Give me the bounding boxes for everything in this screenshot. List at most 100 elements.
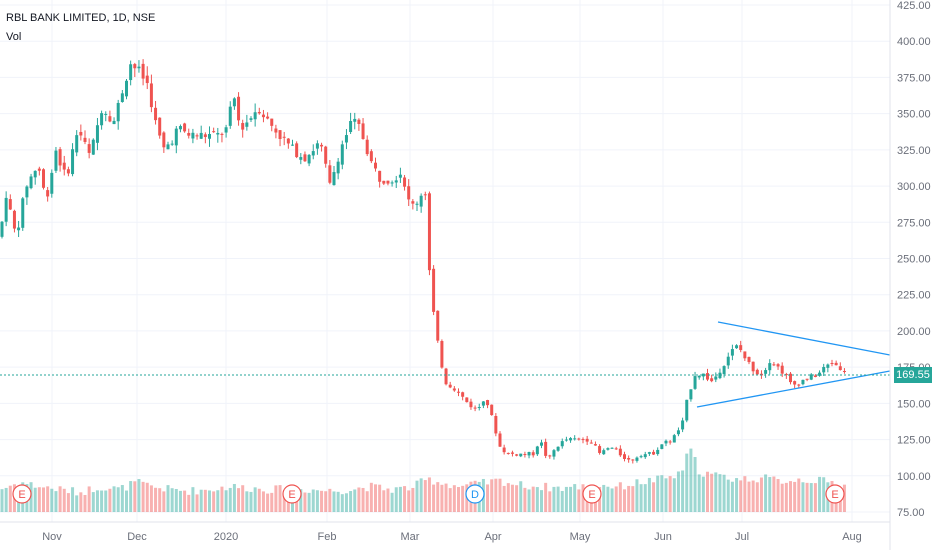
symbol-title[interactable]: RBL BANK LIMITED, 1D, NSE [6, 12, 156, 24]
candle-body [315, 143, 319, 149]
price-tick-label: 200.00 [897, 326, 931, 338]
candle-body [42, 169, 45, 188]
volume-indicator-label[interactable]: Vol [6, 31, 22, 43]
candle-body [0, 221, 4, 237]
volume-bar [253, 487, 257, 512]
candle-body [610, 447, 614, 449]
volume-bar [83, 494, 87, 512]
volume-bar [710, 473, 714, 512]
earnings-marker[interactable]: E [582, 484, 602, 504]
candle-body [29, 176, 33, 189]
candle-body [436, 310, 440, 341]
candle-body [722, 366, 726, 375]
time-axis[interactable]: Nov Dec 2020 Feb Mar Apr May Jun Jul Aug [0, 521, 890, 543]
candle-body [535, 446, 539, 455]
volume-bar [635, 479, 639, 512]
candle-body [75, 135, 79, 153]
volume-bar [4, 487, 8, 512]
candle-body [274, 128, 278, 133]
triangle-pattern[interactable] [696, 321, 891, 408]
volume-bar [216, 490, 220, 512]
volume-bar [328, 488, 332, 512]
candle-body [461, 392, 465, 397]
volume-bar [656, 475, 660, 512]
candle-body [324, 146, 328, 164]
volume-bar [527, 489, 531, 512]
volume-bar [676, 471, 680, 512]
volume-bar [374, 484, 377, 512]
volume-bar [116, 487, 120, 512]
candlesticks [0, 59, 846, 464]
volume-bar [332, 491, 336, 512]
dividend-marker[interactable]: D [465, 484, 485, 504]
candle-body [129, 64, 133, 81]
volume-bar [498, 478, 502, 512]
candle-body [212, 131, 216, 133]
volume-bar [573, 484, 577, 512]
candle-body [349, 121, 353, 132]
candle-body [311, 151, 315, 156]
volume-bar [274, 485, 278, 512]
marker-label: E [18, 489, 25, 501]
price-axis[interactable]: 425.00 400.00 375.00 350.00 325.00 300.00 275.… [889, 0, 931, 550]
candle-body [278, 130, 282, 139]
candle-body [116, 102, 120, 122]
price-tick-label: 75.00 [897, 507, 925, 519]
candle-body [228, 106, 232, 126]
volume-bar [95, 490, 99, 512]
volume-bar [257, 488, 261, 512]
candle-body [714, 376, 718, 380]
earnings-marker[interactable]: E [282, 484, 302, 504]
time-tick-label: Jul [735, 531, 749, 543]
candle-body [353, 118, 357, 122]
volume-bar [71, 487, 75, 512]
volume-bar [743, 476, 747, 512]
volume-bar [178, 490, 182, 512]
candle-body [46, 190, 50, 197]
volume-bar [535, 487, 539, 512]
volume-bar [162, 491, 166, 512]
candle-body [834, 362, 838, 366]
volume-bar [125, 490, 128, 512]
candle-body [506, 452, 510, 454]
candle-body [369, 151, 373, 162]
candle-body [220, 133, 224, 135]
volume-bar [739, 480, 743, 512]
earnings-marker[interactable]: E [825, 484, 845, 504]
volume-bar [577, 489, 581, 512]
candle-body [643, 454, 647, 458]
volume-bar [730, 481, 734, 512]
volume-bar [556, 486, 560, 512]
volume-bar [394, 487, 398, 512]
candle-body [548, 455, 552, 457]
volume-bar [357, 487, 361, 512]
volume-bar [569, 486, 573, 512]
trendline-upper[interactable] [717, 321, 891, 356]
candle-body [602, 450, 606, 455]
candle-body [743, 351, 747, 359]
candle-body [647, 452, 651, 454]
candle-body [689, 389, 693, 400]
volume-bar [324, 491, 328, 512]
candle-body [818, 372, 822, 376]
candle-body [735, 345, 739, 349]
candle-body [253, 112, 257, 120]
candle-body [50, 172, 54, 194]
candle-body [494, 415, 498, 434]
candle-body [826, 364, 830, 368]
candle-body [660, 444, 664, 449]
candle-body [216, 132, 220, 135]
volume-bar [560, 490, 564, 512]
earnings-marker[interactable]: E [12, 484, 32, 504]
candle-body [199, 132, 203, 139]
candle-body [668, 441, 672, 443]
candle-body [282, 136, 286, 138]
time-tick-label: Aug [842, 531, 862, 543]
trendline-lower[interactable] [696, 370, 891, 408]
candle-body [822, 367, 826, 373]
volume-bar [461, 485, 465, 512]
candle-body [100, 113, 104, 126]
volume-bar [378, 484, 382, 512]
